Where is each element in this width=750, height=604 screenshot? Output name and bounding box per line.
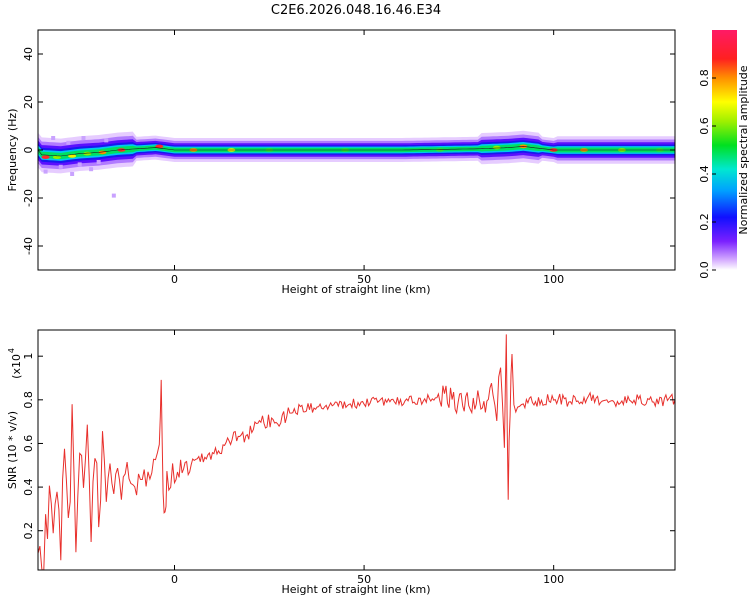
snr-x-tick-label: 100 (543, 573, 564, 586)
spectrogram-y-tick-label: -20 (22, 189, 35, 207)
spectrogram-panel: -40 -20 0 20 40 0 50 100 Height of straight li… (6, 29, 676, 296)
snr-y-ticks: 0.2 0.4 0.6 0.8 1 (22, 353, 675, 540)
spectrogram-hotspot (435, 148, 444, 152)
snr-y-tick-label: 0.4 (22, 478, 35, 496)
spectrogram-speckle (96, 160, 101, 164)
spectrogram-y-tick-label: 20 (22, 95, 35, 109)
spectrogram-speckle (70, 172, 75, 176)
spectrogram-hotspot (52, 155, 61, 159)
spectrogram-x-ticks: 0 50 100 (171, 30, 564, 286)
colorbar-tick-label: 0.2 (698, 213, 711, 231)
spectrogram-speckle (66, 140, 71, 145)
colorbar: 0.0 0.2 0.4 0.6 0.8 Normalized spectral ampl… (698, 30, 750, 279)
spectrogram-x-tick-label: 100 (543, 273, 564, 286)
spectrogram-speckle (58, 164, 63, 169)
spectrogram-ridge (37, 146, 675, 157)
snr-x-tick-label: 0 (171, 573, 178, 586)
snr-y-tick-label: 0.8 (22, 391, 35, 409)
colorbar-tick-label: 0.8 (698, 69, 711, 87)
colorbar-tick-label: 0.4 (698, 165, 711, 183)
spectrogram-x-tick-label: 50 (357, 273, 371, 286)
spectrogram-y-tick-label: 40 (22, 47, 35, 61)
snr-x-tick-label: 50 (357, 573, 371, 586)
snr-y-tick-label: 0.2 (22, 522, 35, 540)
spectrogram-y-tick-label: 0 (22, 147, 35, 154)
spectrogram-hotspot (155, 144, 164, 149)
spectrogram-y-tick-label: -40 (22, 237, 35, 255)
snr-multiplier-base: (x10 (10, 354, 23, 379)
spectrogram-speckle (104, 138, 109, 143)
figure-title: C2E6.2026.048.16.46.E34 (271, 3, 441, 18)
spectrogram-x-tick-label: 0 (171, 273, 178, 286)
spectrogram-hotspot (492, 145, 501, 150)
snr-frame (37, 329, 676, 571)
snr-y-tick-label: 1 (22, 353, 35, 360)
spectrogram-marks (37, 130, 675, 198)
spectrogram-y-ticks: -40 -20 0 20 40 (22, 47, 675, 255)
spectrogram-hotspot (41, 155, 50, 159)
colorbar-tick-label: 0.0 (698, 261, 711, 279)
colorbar-gradient (712, 30, 737, 270)
spectrogram-speckle (89, 167, 94, 172)
snr-series-line (38, 334, 675, 570)
snr-x-axis-label: Height of straight line (km) (281, 583, 430, 596)
snr-multiplier-exponent: 4 (7, 348, 16, 353)
spectrogram-speckle (77, 162, 82, 167)
spectrogram-x-axis-label: Height of straight line (km) (281, 283, 430, 296)
snr-y-axis-label: SNR (10 * v/v) (6, 411, 19, 489)
colorbar-ticks: 0.0 0.2 0.4 0.6 0.8 (698, 69, 716, 279)
spectrogram-speckle (51, 136, 56, 140)
spectrogram-y-axis-label: Frequency (Hz) (6, 109, 19, 192)
snr-y-tick-label: 0.6 (22, 435, 35, 453)
snr-multiplier: (x10 4 (7, 348, 23, 379)
spectrogram-speckle (111, 193, 116, 198)
snr-panel: 0.2 0.4 0.6 0.8 1 0 50 100 Height of straight … (6, 329, 676, 596)
spectrogram-speckle (43, 169, 48, 174)
spectrogram-speckle (81, 136, 86, 140)
colorbar-label: Normalized spectral amplitude (737, 65, 750, 234)
spectrogram-band-layer (38, 143, 675, 160)
snr-x-ticks: 0 50 100 (171, 330, 564, 586)
colorbar-tick-label: 0.6 (698, 117, 711, 135)
